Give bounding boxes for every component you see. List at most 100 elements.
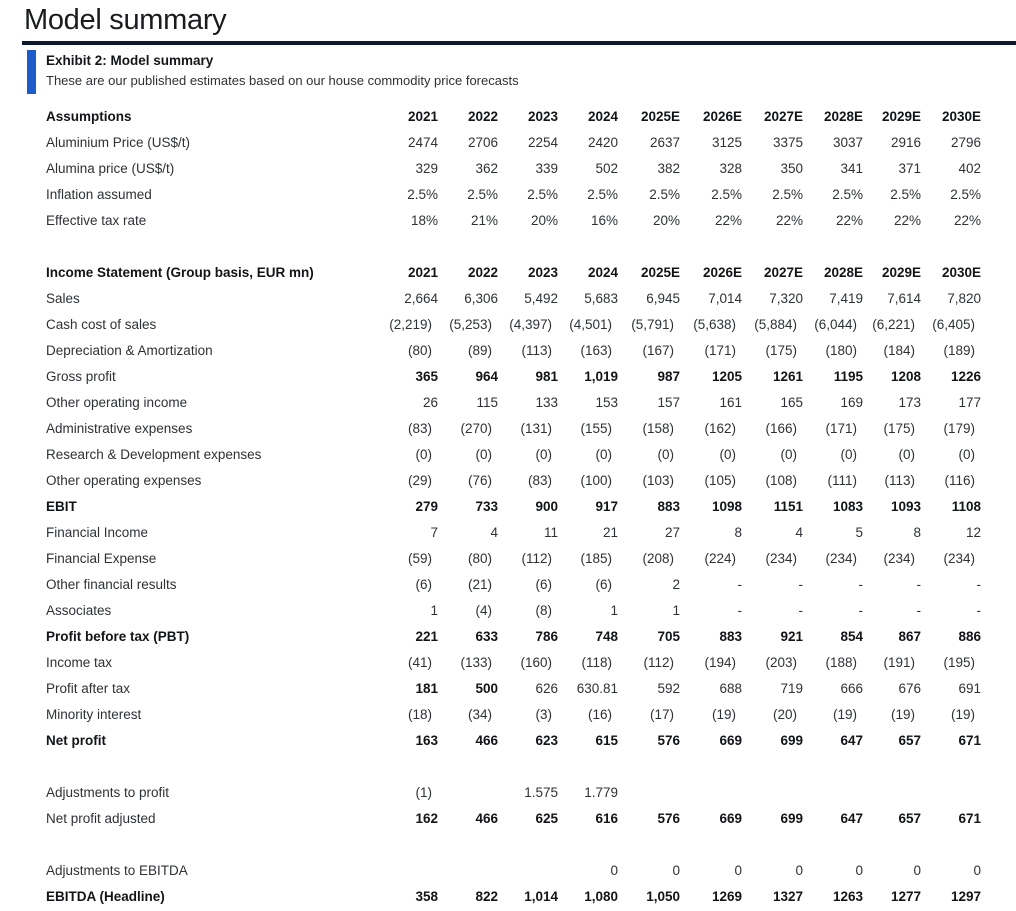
cell-value: 169 <box>840 395 863 410</box>
cell-value: (113) <box>521 343 552 358</box>
table-row: EBITDA (Headline) 358 822 1,014 1,080 1,050 12… <box>46 884 981 910</box>
cell-value: 886 <box>958 629 981 644</box>
cell-value <box>863 780 921 806</box>
cell-value: (83) <box>407 421 432 436</box>
cell-value: 1263 <box>832 889 863 904</box>
year-header: 2028E <box>823 109 863 124</box>
table-row: Financial Income 7 4 11 21 27 8 4 5 8 12 <box>46 520 981 546</box>
cell-value: (167) <box>642 343 674 358</box>
cell-value: 867 <box>898 629 921 644</box>
cell-value <box>378 858 438 884</box>
cell-value: (194) <box>704 655 736 670</box>
exhibit-block: Exhibit 2: Model summary These are our p… <box>27 50 1016 94</box>
section-header: Income Statement (Group basis, EUR mn) <box>46 265 314 280</box>
cell-value: (17) <box>649 707 674 722</box>
exhibit-subtitle: These are our published estimates based … <box>46 73 519 88</box>
page-title: Model summary <box>24 4 227 36</box>
row-label: Financial Expense <box>46 551 157 566</box>
cell-value: (158) <box>642 421 674 436</box>
year-header: 2025E <box>640 109 680 124</box>
table-row: Effective tax rate 18% 21% 20% 16% 20% 22% 22% 2… <box>46 208 981 234</box>
cell-value: 279 <box>415 499 438 514</box>
cell-value: 7,419 <box>829 291 863 306</box>
cell-value: 27 <box>664 525 680 540</box>
section-spacer <box>46 754 981 780</box>
table-row: Profit after tax 181 500 626 630.81 592 688 719… <box>46 676 981 702</box>
cell-value: 2.5% <box>407 187 438 202</box>
cell-value: (112) <box>643 655 674 670</box>
cell-value: 371 <box>898 161 921 176</box>
cell-value: 5 <box>855 525 863 540</box>
cell-value: 7 <box>430 525 438 540</box>
cell-value: 1,014 <box>524 889 558 904</box>
cell-value: 1,050 <box>646 889 680 904</box>
cell-value: 1327 <box>772 889 803 904</box>
cell-value: 1108 <box>951 499 981 514</box>
cell-value: 733 <box>475 499 498 514</box>
cell-value: 633 <box>475 629 498 644</box>
cell-value: (203) <box>765 655 797 670</box>
cell-value: (8) <box>535 603 553 618</box>
cell-value: (6) <box>535 577 553 592</box>
cell-value: (89) <box>467 343 492 358</box>
spacer-cell <box>46 234 981 260</box>
cell-value: (191) <box>883 655 915 670</box>
cell-value: 1269 <box>711 889 742 904</box>
year-header: 2027E <box>763 265 803 280</box>
cell-value: - <box>976 603 982 618</box>
row-label: Profit before tax (PBT) <box>46 629 190 644</box>
cell-value: (1) <box>415 785 433 800</box>
row-label: Other financial results <box>46 577 177 592</box>
cell-value: (0) <box>958 447 976 462</box>
cell-value: (112) <box>521 551 552 566</box>
cell-value: (5,791) <box>631 317 674 332</box>
cell-value: (234) <box>883 551 915 566</box>
cell-value: - <box>798 603 804 618</box>
cell-value: (185) <box>580 551 612 566</box>
cell-value: 5,683 <box>584 291 618 306</box>
table-row: Alumina price (US$/t) 329 362 339 502 382 328 3… <box>46 156 981 182</box>
table-row: Associates 1 (4) (8) 1 1 - - - - - <box>46 598 981 624</box>
cell-value: (234) <box>943 551 975 566</box>
cell-value: (5,253) <box>449 317 492 332</box>
cell-value: 576 <box>657 811 680 826</box>
cell-value: 1 <box>672 603 680 618</box>
cell-value: (163) <box>580 343 612 358</box>
cell-value <box>921 780 981 806</box>
cell-value: 2916 <box>890 135 921 150</box>
cell-value: 328 <box>719 161 742 176</box>
cell-value: (6,221) <box>872 317 915 332</box>
cell-value: 2.5% <box>587 187 618 202</box>
row-label: Net profit adjusted <box>46 811 156 826</box>
cell-value: 165 <box>780 395 803 410</box>
cell-value: (19) <box>711 707 736 722</box>
year-header: 2024 <box>587 265 618 280</box>
cell-value: 2 <box>672 577 680 592</box>
cell-value: 161 <box>719 395 742 410</box>
row-label: Profit after tax <box>46 681 131 696</box>
cell-value: 22% <box>835 213 863 228</box>
cell-value: 699 <box>780 811 803 826</box>
year-header: 2024 <box>587 109 618 124</box>
cell-value: (162) <box>704 421 736 436</box>
cell-value: 1226 <box>950 369 981 384</box>
cell-value: (19) <box>950 707 975 722</box>
cell-value: 657 <box>898 733 921 748</box>
table-row: Gross profit 365 964 981 1,019 987 1205 1261 119… <box>46 364 981 390</box>
cell-value: 2474 <box>407 135 438 150</box>
cell-value: 666 <box>840 681 863 696</box>
cell-value: 502 <box>595 161 618 176</box>
cell-value: (116) <box>944 473 975 488</box>
cell-value: 786 <box>535 629 558 644</box>
cell-value: (4) <box>475 603 493 618</box>
cell-value: 719 <box>780 681 803 696</box>
cell-value: 16% <box>590 213 618 228</box>
year-header: 2027E <box>763 109 803 124</box>
cell-value: 21 <box>602 525 618 540</box>
cell-value: (113) <box>884 473 915 488</box>
cell-value: 854 <box>840 629 863 644</box>
cell-value: - <box>916 603 922 618</box>
cell-value: 365 <box>415 369 438 384</box>
cell-value: 1261 <box>772 369 803 384</box>
